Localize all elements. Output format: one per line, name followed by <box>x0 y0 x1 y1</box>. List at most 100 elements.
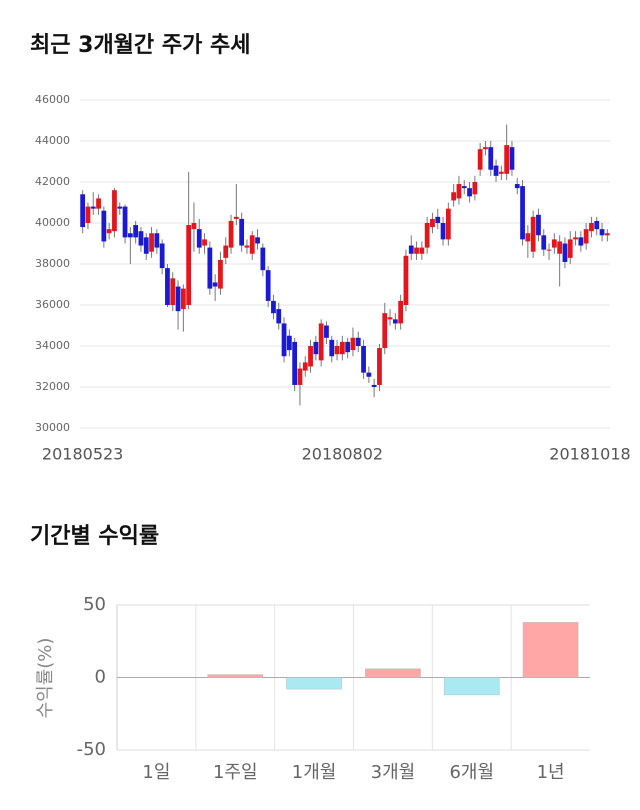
x-tick-label: 3개월 <box>371 762 416 783</box>
candle-body <box>398 300 404 324</box>
candle-body <box>583 229 589 244</box>
candle-body <box>244 245 250 248</box>
candle-body <box>371 384 377 387</box>
candle-body <box>191 223 197 230</box>
x-tick-label: 20180802 <box>302 445 383 464</box>
bar <box>443 677 500 696</box>
candle-body <box>159 243 165 269</box>
candle-body <box>414 247 419 254</box>
x-tick-label: 20180523 <box>42 445 123 464</box>
candle-body <box>80 194 86 228</box>
candle-body <box>170 278 176 305</box>
x-tick-label: 1개월 <box>292 762 337 783</box>
candle-body <box>419 247 425 254</box>
candle-body <box>106 229 112 234</box>
candle-body <box>212 282 218 287</box>
y-tick-label: 42000 <box>35 175 70 188</box>
candle-body <box>599 229 605 236</box>
candle-body <box>525 233 531 242</box>
candle-body <box>133 225 139 238</box>
candle-body <box>117 206 123 209</box>
bar <box>365 668 421 678</box>
candle-body <box>239 218 245 246</box>
candle-body <box>122 206 128 238</box>
candle-body <box>493 165 499 176</box>
bar <box>286 677 342 690</box>
candle-body <box>127 233 133 238</box>
candle-body <box>472 182 478 195</box>
candle-body <box>228 220 234 248</box>
candle-body <box>180 288 186 310</box>
candle-body <box>567 239 573 258</box>
y-tick-label: 30000 <box>35 421 70 434</box>
candle-body <box>329 339 335 357</box>
candle-body <box>456 184 462 199</box>
candle-body <box>90 206 96 209</box>
candle-body <box>589 223 594 232</box>
candle-body <box>186 225 192 305</box>
y-tick-label: 36000 <box>35 298 70 311</box>
candle-body <box>350 337 356 351</box>
y-tick-label: 38000 <box>35 257 70 270</box>
candle-body <box>302 362 308 371</box>
candle-body <box>424 223 430 248</box>
candle-body <box>488 147 494 170</box>
candle-body <box>218 259 223 289</box>
candle-body <box>255 237 260 244</box>
candle-body <box>467 188 472 197</box>
y-tick-label: 40000 <box>35 216 70 229</box>
candle-body <box>260 247 266 271</box>
candle-body <box>536 214 541 236</box>
x-tick-label: 1년 <box>537 762 565 783</box>
candle-body <box>551 239 557 248</box>
candle-body <box>477 149 483 170</box>
candle-body <box>154 233 160 248</box>
x-tick-label: 1주일 <box>213 762 258 783</box>
candle-body <box>530 216 536 252</box>
candle-body <box>440 223 446 240</box>
candle-body <box>175 286 181 312</box>
candle-body <box>207 247 213 289</box>
candle-body <box>504 145 510 174</box>
candle-body <box>281 323 287 357</box>
candle-body <box>461 186 467 189</box>
y-tick-label: 44000 <box>35 134 70 147</box>
candle-body <box>223 245 229 258</box>
y-tick-label: -50 <box>77 739 106 760</box>
candle-body <box>143 237 149 254</box>
candle-body <box>604 233 610 236</box>
x-tick-label: 20181018 <box>549 445 630 464</box>
candle-body <box>334 346 340 355</box>
chart-title: 최근 3개월간 주가 추세 <box>30 33 250 58</box>
candle-body <box>276 309 282 324</box>
candle-body <box>233 216 239 219</box>
candle-body <box>308 346 313 367</box>
y-tick-label: 0 <box>95 667 106 688</box>
y-tick-label: 46000 <box>35 93 70 106</box>
candle-body <box>546 249 552 251</box>
candle-body <box>594 220 600 230</box>
candle-body <box>318 323 324 361</box>
candle-body <box>498 171 504 174</box>
candle-body <box>435 216 441 223</box>
candle-body <box>313 341 319 355</box>
candle-body <box>573 237 578 240</box>
candle-body <box>85 206 91 223</box>
candle-body <box>345 341 351 353</box>
candle-body <box>578 237 584 246</box>
candle-body <box>483 147 488 150</box>
candle-body <box>271 300 276 314</box>
candle-body <box>101 210 107 242</box>
chart-title: 기간별 수익률 <box>30 524 159 549</box>
y-axis-label: 수익률(%) <box>35 638 56 719</box>
x-tick-label: 6개월 <box>449 762 494 783</box>
candle-body <box>445 208 451 240</box>
y-tick-label: 32000 <box>35 380 70 393</box>
candle-body <box>509 147 515 170</box>
candle-body <box>112 190 117 232</box>
candle-body <box>249 235 255 254</box>
candle-body <box>366 372 372 377</box>
candle-body <box>541 235 547 250</box>
candle-body <box>451 192 457 201</box>
candle-body <box>403 255 409 305</box>
